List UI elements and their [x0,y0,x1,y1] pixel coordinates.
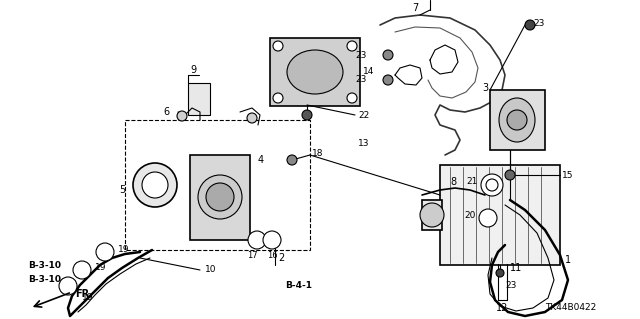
Text: B-3-10: B-3-10 [28,276,61,285]
Circle shape [273,93,283,103]
Text: TK44B0422: TK44B0422 [545,303,596,313]
Ellipse shape [287,50,343,94]
Circle shape [496,269,504,277]
Bar [490,90,545,150]
Circle shape [347,93,357,103]
Text: B-4-1: B-4-1 [285,280,312,290]
Text: 15: 15 [562,170,573,180]
Bar [188,83,210,115]
Text: 2: 2 [278,253,284,263]
Bar [190,155,250,240]
Circle shape [59,277,77,295]
Text: 7: 7 [412,3,418,13]
Circle shape [347,41,357,51]
Text: 21: 21 [467,177,478,187]
Text: 4: 4 [258,155,264,165]
Circle shape [486,179,498,191]
Text: 10: 10 [205,265,216,275]
Circle shape [206,183,234,211]
Circle shape [287,155,297,165]
Circle shape [263,231,281,249]
Circle shape [177,111,187,121]
Text: 16: 16 [267,251,277,261]
Bar [422,200,442,230]
Circle shape [96,243,114,261]
Text: FR.: FR. [75,289,93,299]
Circle shape [479,209,497,227]
Text: 19: 19 [118,244,129,254]
Text: 14: 14 [363,68,374,77]
Circle shape [525,20,535,30]
Text: B-3-10: B-3-10 [28,261,61,270]
Text: 13: 13 [358,138,369,147]
Text: 11: 11 [510,263,522,273]
Circle shape [73,261,91,279]
Bar [125,120,310,250]
Text: 9: 9 [190,65,196,75]
Circle shape [302,110,312,120]
Text: 23: 23 [355,76,366,85]
Circle shape [273,41,283,51]
Text: 18: 18 [312,150,323,159]
Text: 22: 22 [358,110,369,120]
Circle shape [420,203,444,227]
Text: 23: 23 [505,280,516,290]
Circle shape [198,175,242,219]
Text: 23: 23 [533,19,545,27]
Ellipse shape [499,98,535,142]
Bar [270,38,360,106]
Text: 3: 3 [482,83,488,93]
Circle shape [505,170,515,180]
Circle shape [481,174,503,196]
Text: 20: 20 [465,211,476,220]
Text: 19: 19 [82,293,93,302]
Text: 17: 17 [246,251,257,261]
Circle shape [383,75,393,85]
Text: 6: 6 [164,107,170,117]
Text: 19: 19 [95,263,106,271]
Bar [440,165,560,265]
Text: 5: 5 [119,185,125,195]
Circle shape [248,231,266,249]
Circle shape [247,113,257,123]
Circle shape [383,50,393,60]
Text: 23: 23 [355,50,366,60]
Circle shape [507,110,527,130]
Text: 8: 8 [450,177,456,187]
Circle shape [133,163,177,207]
Text: 12: 12 [496,303,508,313]
Circle shape [142,172,168,198]
Text: 1: 1 [565,255,571,265]
